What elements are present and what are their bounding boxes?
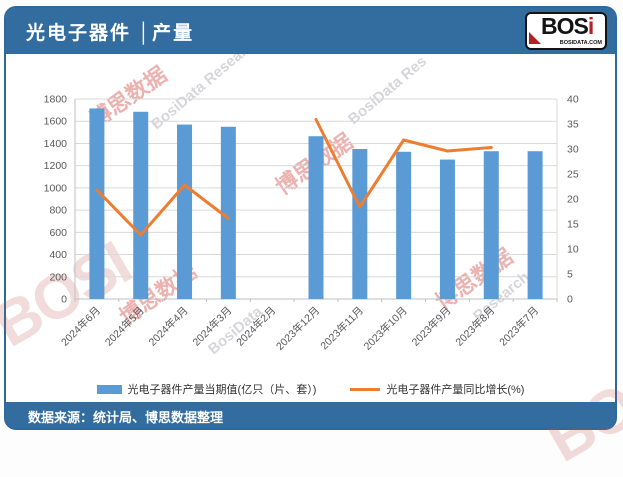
right-axis-tick-label: 15: [567, 219, 579, 231]
legend-item-line: 光电子器件产量同比增长(%): [350, 381, 524, 397]
left-axis-tick-label: 1000: [44, 182, 68, 194]
x-axis-tick-label: 2023年9月: [409, 304, 454, 349]
left-axis-tick-label: 200: [49, 271, 67, 283]
right-axis-tick-label: 5: [567, 269, 573, 281]
right-axis-tick-label: 35: [567, 119, 579, 131]
bar: [439, 159, 455, 299]
left-axis-tick-label: 1200: [44, 160, 68, 172]
x-axis-tick-label: 2023年12月: [273, 304, 322, 353]
chart-legend: 光电子器件产量当期值(亿只（片、套）) 光电子器件产量同比增长(%): [6, 381, 615, 397]
right-axis-tick-label: 10: [567, 244, 579, 256]
line-series: [95, 118, 493, 237]
right-axis-tick-label: 0: [567, 294, 573, 306]
x-axis-tick-label: 2023年11月: [318, 304, 366, 352]
left-axis-tick-label: 400: [49, 249, 67, 261]
right-axis-tick-label: 20: [567, 194, 579, 206]
left-axis-tick-label: 1800: [44, 94, 68, 106]
footer-bar: 数据来源：统计局、博思数据整理: [6, 402, 615, 428]
logo-red-triangle-icon: [529, 32, 541, 44]
logo-text-i: i: [587, 13, 594, 39]
bar: [133, 111, 149, 300]
logo-text: BOSi: [541, 13, 594, 39]
report-card: 光电子器件 │产量 BOSi BOSIDATA.COM 光电子器件产量当期值(亿…: [4, 6, 617, 430]
left-axis-tick-label: 600: [49, 227, 67, 239]
header-bar: 光电子器件 │产量 BOSi BOSIDATA.COM: [6, 8, 615, 54]
line-swatch-icon: [350, 387, 381, 391]
chart: 0 200 400 600 800 1000 1200 1400 1600 1800 0 5 10 15 2…: [44, 94, 579, 353]
bar: [527, 151, 543, 299]
x-axis-tick-label: 2024年3月: [190, 304, 235, 349]
x-axis-tick-label: 2023年7月: [497, 304, 542, 349]
bar: [308, 136, 324, 299]
bar: [220, 126, 236, 300]
legend-bar-label: 光电子器件产量当期值(亿只（片、套）): [127, 384, 317, 396]
bar: [177, 124, 193, 299]
legend-line-label: 光电子器件产量同比增长(%): [386, 384, 525, 396]
bar-swatch-icon: [96, 384, 122, 394]
page-title: 光电子器件 │产量: [26, 23, 195, 44]
bar: [89, 108, 105, 299]
x-axis-tick-label: 2024年6月: [58, 304, 103, 349]
x-axis-tick-label: 2023年10月: [361, 304, 410, 353]
x-axis-tick-label: 2024年4月: [146, 304, 191, 349]
x-axis-tick-label: 2024年2月: [234, 304, 279, 349]
bar: [352, 149, 368, 299]
right-axis-tick-label: 25: [567, 169, 579, 181]
left-axis-tick-label: 0: [61, 294, 67, 306]
bosi-logo: BOSi BOSIDATA.COM: [525, 12, 607, 50]
bar: [483, 151, 499, 299]
left-axis-tick-label: 1400: [44, 138, 68, 150]
legend-item-bar: 光电子器件产量当期值(亿只（片、套）): [96, 381, 317, 397]
x-axis-tick-label: 2023年8月: [453, 304, 498, 349]
bar: [396, 151, 412, 299]
logo-text-main: BOS: [541, 13, 589, 39]
right-axis-tick-label: 40: [567, 94, 579, 106]
logo-domain: BOSIDATA.COM: [559, 40, 602, 46]
right-axis-tick-label: 30: [567, 144, 579, 156]
x-axis-tick-label: 2024年5月: [102, 304, 147, 349]
left-axis-tick-label: 1600: [44, 116, 68, 128]
left-axis-tick-label: 800: [49, 205, 67, 217]
data-source-note: 数据来源：统计局、博思数据整理: [28, 410, 224, 425]
